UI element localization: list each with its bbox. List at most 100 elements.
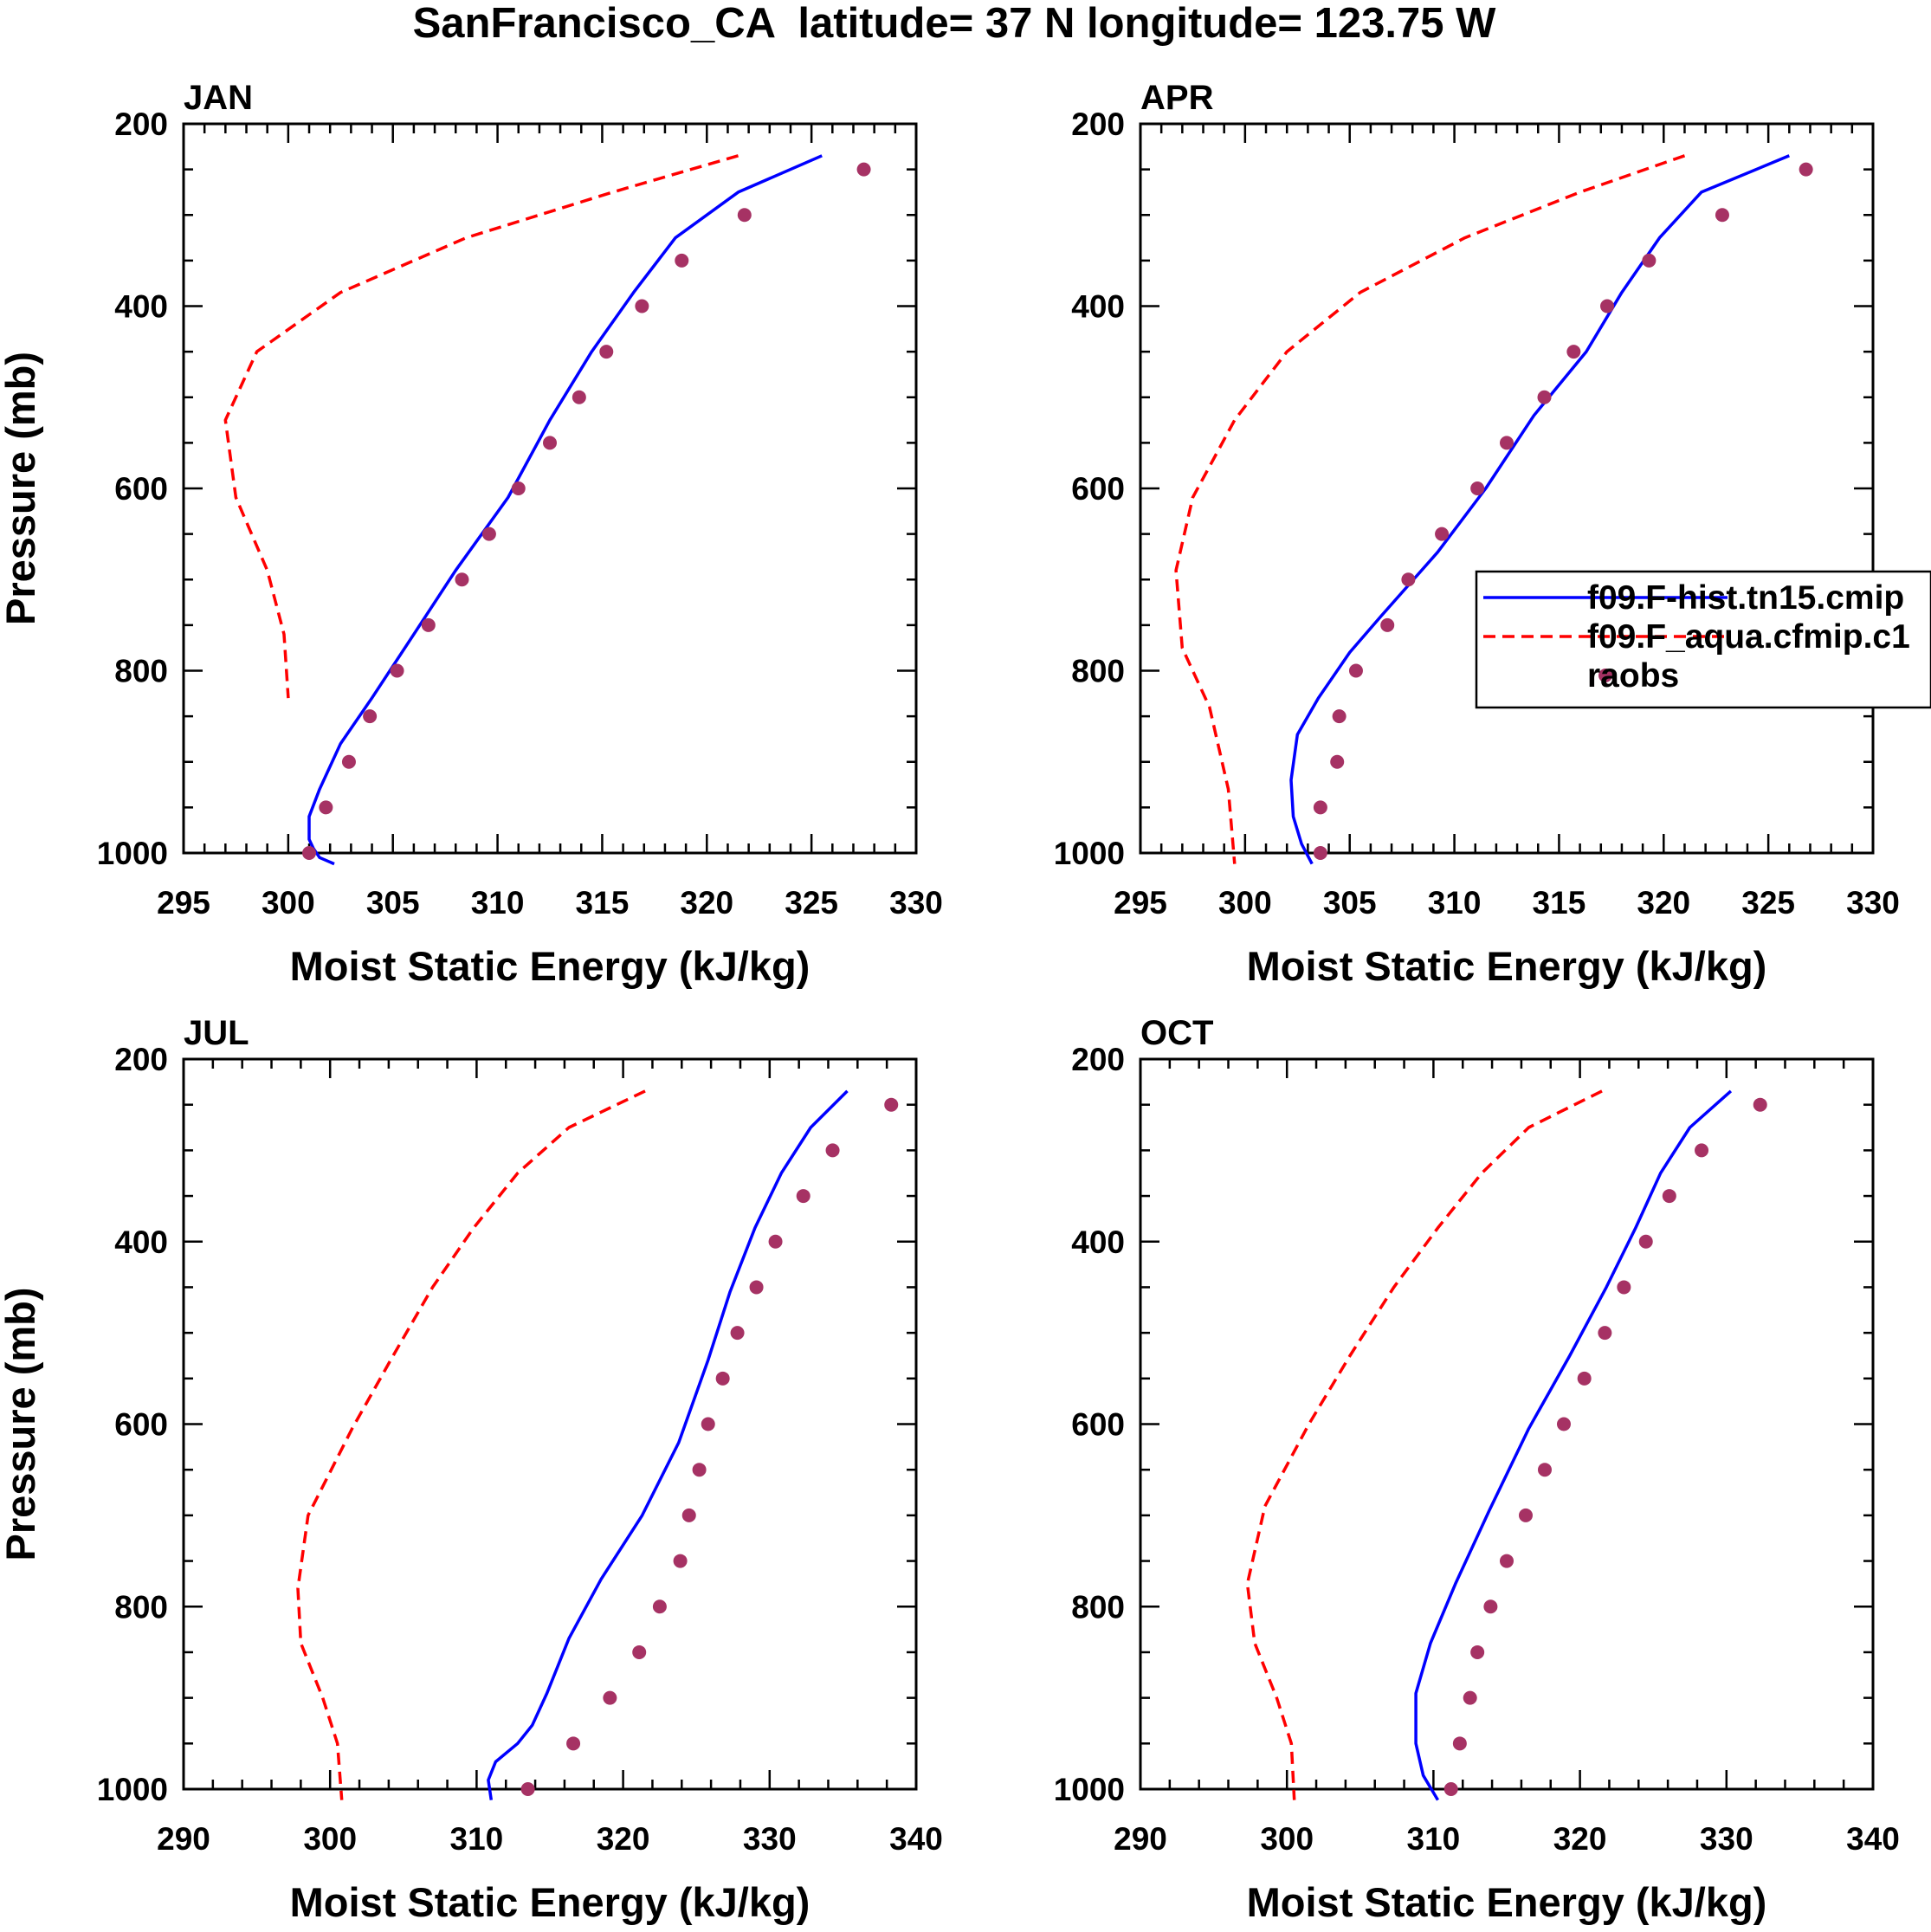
jul-x-tick-label: 340 [889,1821,943,1857]
jan-raobs-point [511,481,526,495]
jan-y-tick-label: 1000 [97,836,168,871]
oct-raobs-point [1537,1463,1552,1477]
jul-y-tick-label: 400 [114,1224,168,1260]
oct-raobs-point [1452,1736,1467,1751]
legend-entry-f09-f-hist-tn15-cmip: f09.F-hist.tn15.cmip [1483,579,1904,617]
apr-y-tick-label: 200 [1071,107,1125,142]
apr-raobs-point [1566,345,1581,359]
oct-y-tick-label: 1000 [1054,1772,1125,1807]
jul-plot-frame [182,1057,918,1791]
jan-raobs-point [856,162,871,177]
oct-y-tick-label: 600 [1071,1407,1125,1443]
jan-x-axis-label: Moist Static Energy (kJ/kg) [290,943,811,989]
jul-y-tick-label: 800 [114,1589,168,1625]
apr-f09-f-hist-tn15-cmip-line [1289,154,1790,865]
jan-x-tick-label: 320 [680,885,733,921]
apr-x-tick-label: 305 [1323,885,1377,921]
apr-x-tick-label: 300 [1218,885,1272,921]
apr-raobs-point [1537,390,1552,404]
jul-y-tick-label: 600 [114,1407,168,1443]
legend-entry-raobs: raobs [1587,657,1679,695]
apr-x-tick-label: 325 [1741,885,1795,921]
apr-raobs-point [1348,663,1363,678]
apr-raobs-point [1642,253,1657,268]
jan-raobs-point [319,800,333,815]
oct-raobs-point [1577,1371,1592,1386]
apr-y-tick-label: 400 [1071,289,1125,325]
apr-x-tick-label: 315 [1533,885,1586,921]
jul-raobs-point [520,1782,535,1796]
jan-raobs-point [675,253,689,268]
oct-f09-f-aqua-cfmip-c1-line [1245,1089,1603,1800]
jan-y-axis-label: Pressure (mb) [0,352,43,625]
jan-plot-frame [182,122,918,855]
oct-raobs-point [1662,1189,1676,1204]
jan-f09-f-hist-tn15-cmip-line [307,154,823,866]
apr-raobs-point [1330,754,1345,769]
jul-y-axis-label: Pressure (mb) [0,1287,43,1560]
legend-label: f09.F_aqua.cfmip.c1 [1587,618,1910,656]
jul-panel-title: JUL [184,1014,249,1052]
oct-x-tick-label: 290 [1114,1821,1167,1857]
apr-raobs-point [1313,800,1327,815]
oct-y-tick-label: 200 [1071,1042,1125,1077]
oct-raobs-point [1518,1508,1533,1522]
jan-raobs-point [543,436,557,450]
jan-raobs-point [390,663,404,678]
jul-raobs-point [768,1234,783,1249]
jan-f09-f-aqua-cfmip-c1-line [223,154,739,699]
oct-x-axis-label: Moist Static Energy (kJ/kg) [1247,1879,1767,1925]
apr-raobs-point [1401,572,1416,587]
apr-x-axis-label: Moist Static Energy (kJ/kg) [1247,943,1767,989]
legend-box [1475,570,1931,709]
apr-raobs-point [1600,299,1615,313]
oct-raobs-point [1470,1644,1485,1659]
apr-raobs-point [1380,617,1395,632]
jan-x-tick-label: 300 [262,885,315,921]
jan-raobs-point [363,709,378,724]
oct-raobs-point [1556,1417,1571,1431]
legend: f09.F-hist.tn15.cmipf09.F_aqua.cfmip.c1r… [1475,570,1931,709]
jul-raobs-point [692,1463,707,1477]
oct-plot-frame [1139,1057,1875,1791]
apr-raobs-point [1470,481,1485,495]
jan-raobs-point [341,754,356,769]
oct-raobs-point [1753,1097,1767,1112]
oct-raobs-point [1695,1143,1709,1158]
oct-raobs-point [1483,1599,1498,1614]
jul-x-axis-label: Moist Static Energy (kJ/kg) [290,1879,811,1925]
jul-x-tick-label: 320 [597,1821,650,1857]
jul-y-tick-label: 1000 [97,1772,168,1807]
jan-panel-title: JAN [184,79,253,117]
jul-x-tick-label: 290 [157,1821,210,1857]
oct-raobs-point [1617,1280,1631,1295]
oct-raobs-point [1463,1690,1477,1705]
jan-x-tick-label: 325 [785,885,838,921]
jan-raobs-point [455,572,469,587]
jul-raobs-point [796,1189,811,1204]
oct-raobs-point [1598,1326,1612,1341]
jul-raobs-point [730,1326,745,1341]
jul-raobs-point [749,1280,764,1295]
jul-raobs-point [825,1143,840,1158]
jul-raobs-point [673,1554,688,1568]
jan-raobs-point [302,846,317,860]
jan-x-tick-label: 310 [471,885,525,921]
apr-x-tick-label: 320 [1637,885,1690,921]
jan-y-tick-label: 800 [114,654,168,689]
apr-raobs-point [1799,162,1813,177]
jul-f09-f-hist-tn15-cmip-line [487,1089,849,1800]
apr-x-tick-label: 310 [1428,885,1482,921]
oct-f09-f-hist-tn15-cmip-line [1414,1089,1733,1801]
jan-raobs-point [599,345,614,359]
jul-raobs-point [701,1417,715,1431]
jan-x-tick-label: 305 [366,885,420,921]
oct-x-tick-label: 310 [1407,1821,1461,1857]
oct-x-tick-label: 330 [1700,1821,1753,1857]
jan-raobs-point [572,390,586,404]
oct-y-tick-label: 400 [1071,1224,1125,1260]
legend-label: raobs [1587,657,1679,695]
legend-label: f09.F-hist.tn15.cmip [1587,579,1904,617]
oct-x-tick-label: 320 [1553,1821,1607,1857]
